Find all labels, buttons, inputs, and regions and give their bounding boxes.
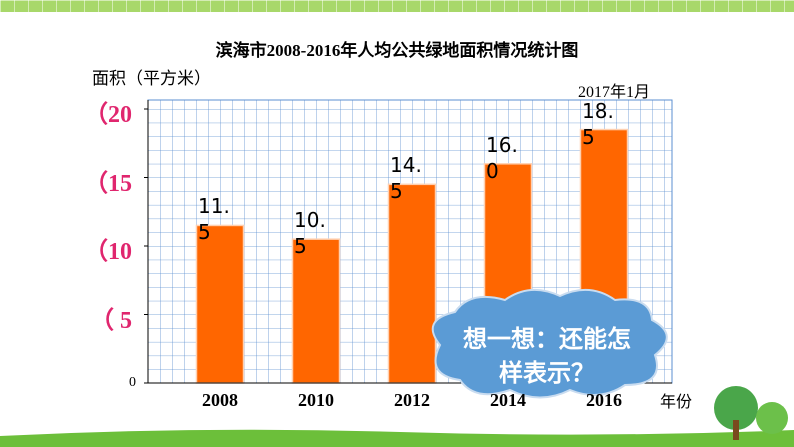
callout-cloud xyxy=(431,289,668,399)
y-tick-label: 0 xyxy=(129,375,136,390)
x-tick-label: 2016 xyxy=(586,390,622,410)
y-tick-label: （15 xyxy=(84,170,132,197)
x-tick-label: 2008 xyxy=(202,390,238,410)
x-tick-label: 2014 xyxy=(490,390,526,410)
value-label: 10.5 xyxy=(294,208,326,259)
grass xyxy=(0,429,794,447)
x-tick-label: 2010 xyxy=(298,390,334,410)
annotation: 2017年1月 xyxy=(578,84,651,101)
y-axis-label: 面积（平方米） xyxy=(92,69,211,89)
top-stripe-grid xyxy=(0,0,794,12)
y-tick-label: （10 xyxy=(84,239,132,265)
x-tick-label: 2012 xyxy=(394,390,430,410)
tree xyxy=(714,386,758,430)
bar xyxy=(195,224,245,384)
value-label: 14.5 xyxy=(390,153,422,204)
bar xyxy=(291,238,341,384)
y-tick-label: （20 xyxy=(84,102,132,128)
tree xyxy=(756,402,788,434)
y-tick-label: （ 5 xyxy=(90,307,132,334)
value-label: 18.5 xyxy=(582,98,614,149)
value-label: 11.5 xyxy=(198,194,230,245)
value-label: 16.0 xyxy=(486,132,518,183)
tree-trunk xyxy=(733,420,739,440)
callout-text: 想一想：还能怎样表示？ xyxy=(463,325,631,387)
chart-title: 滨海市2008-2016年人均公共绿地面积情况统计图 xyxy=(215,41,579,60)
x-axis-label: 年份 xyxy=(660,392,693,411)
bar xyxy=(387,183,437,384)
